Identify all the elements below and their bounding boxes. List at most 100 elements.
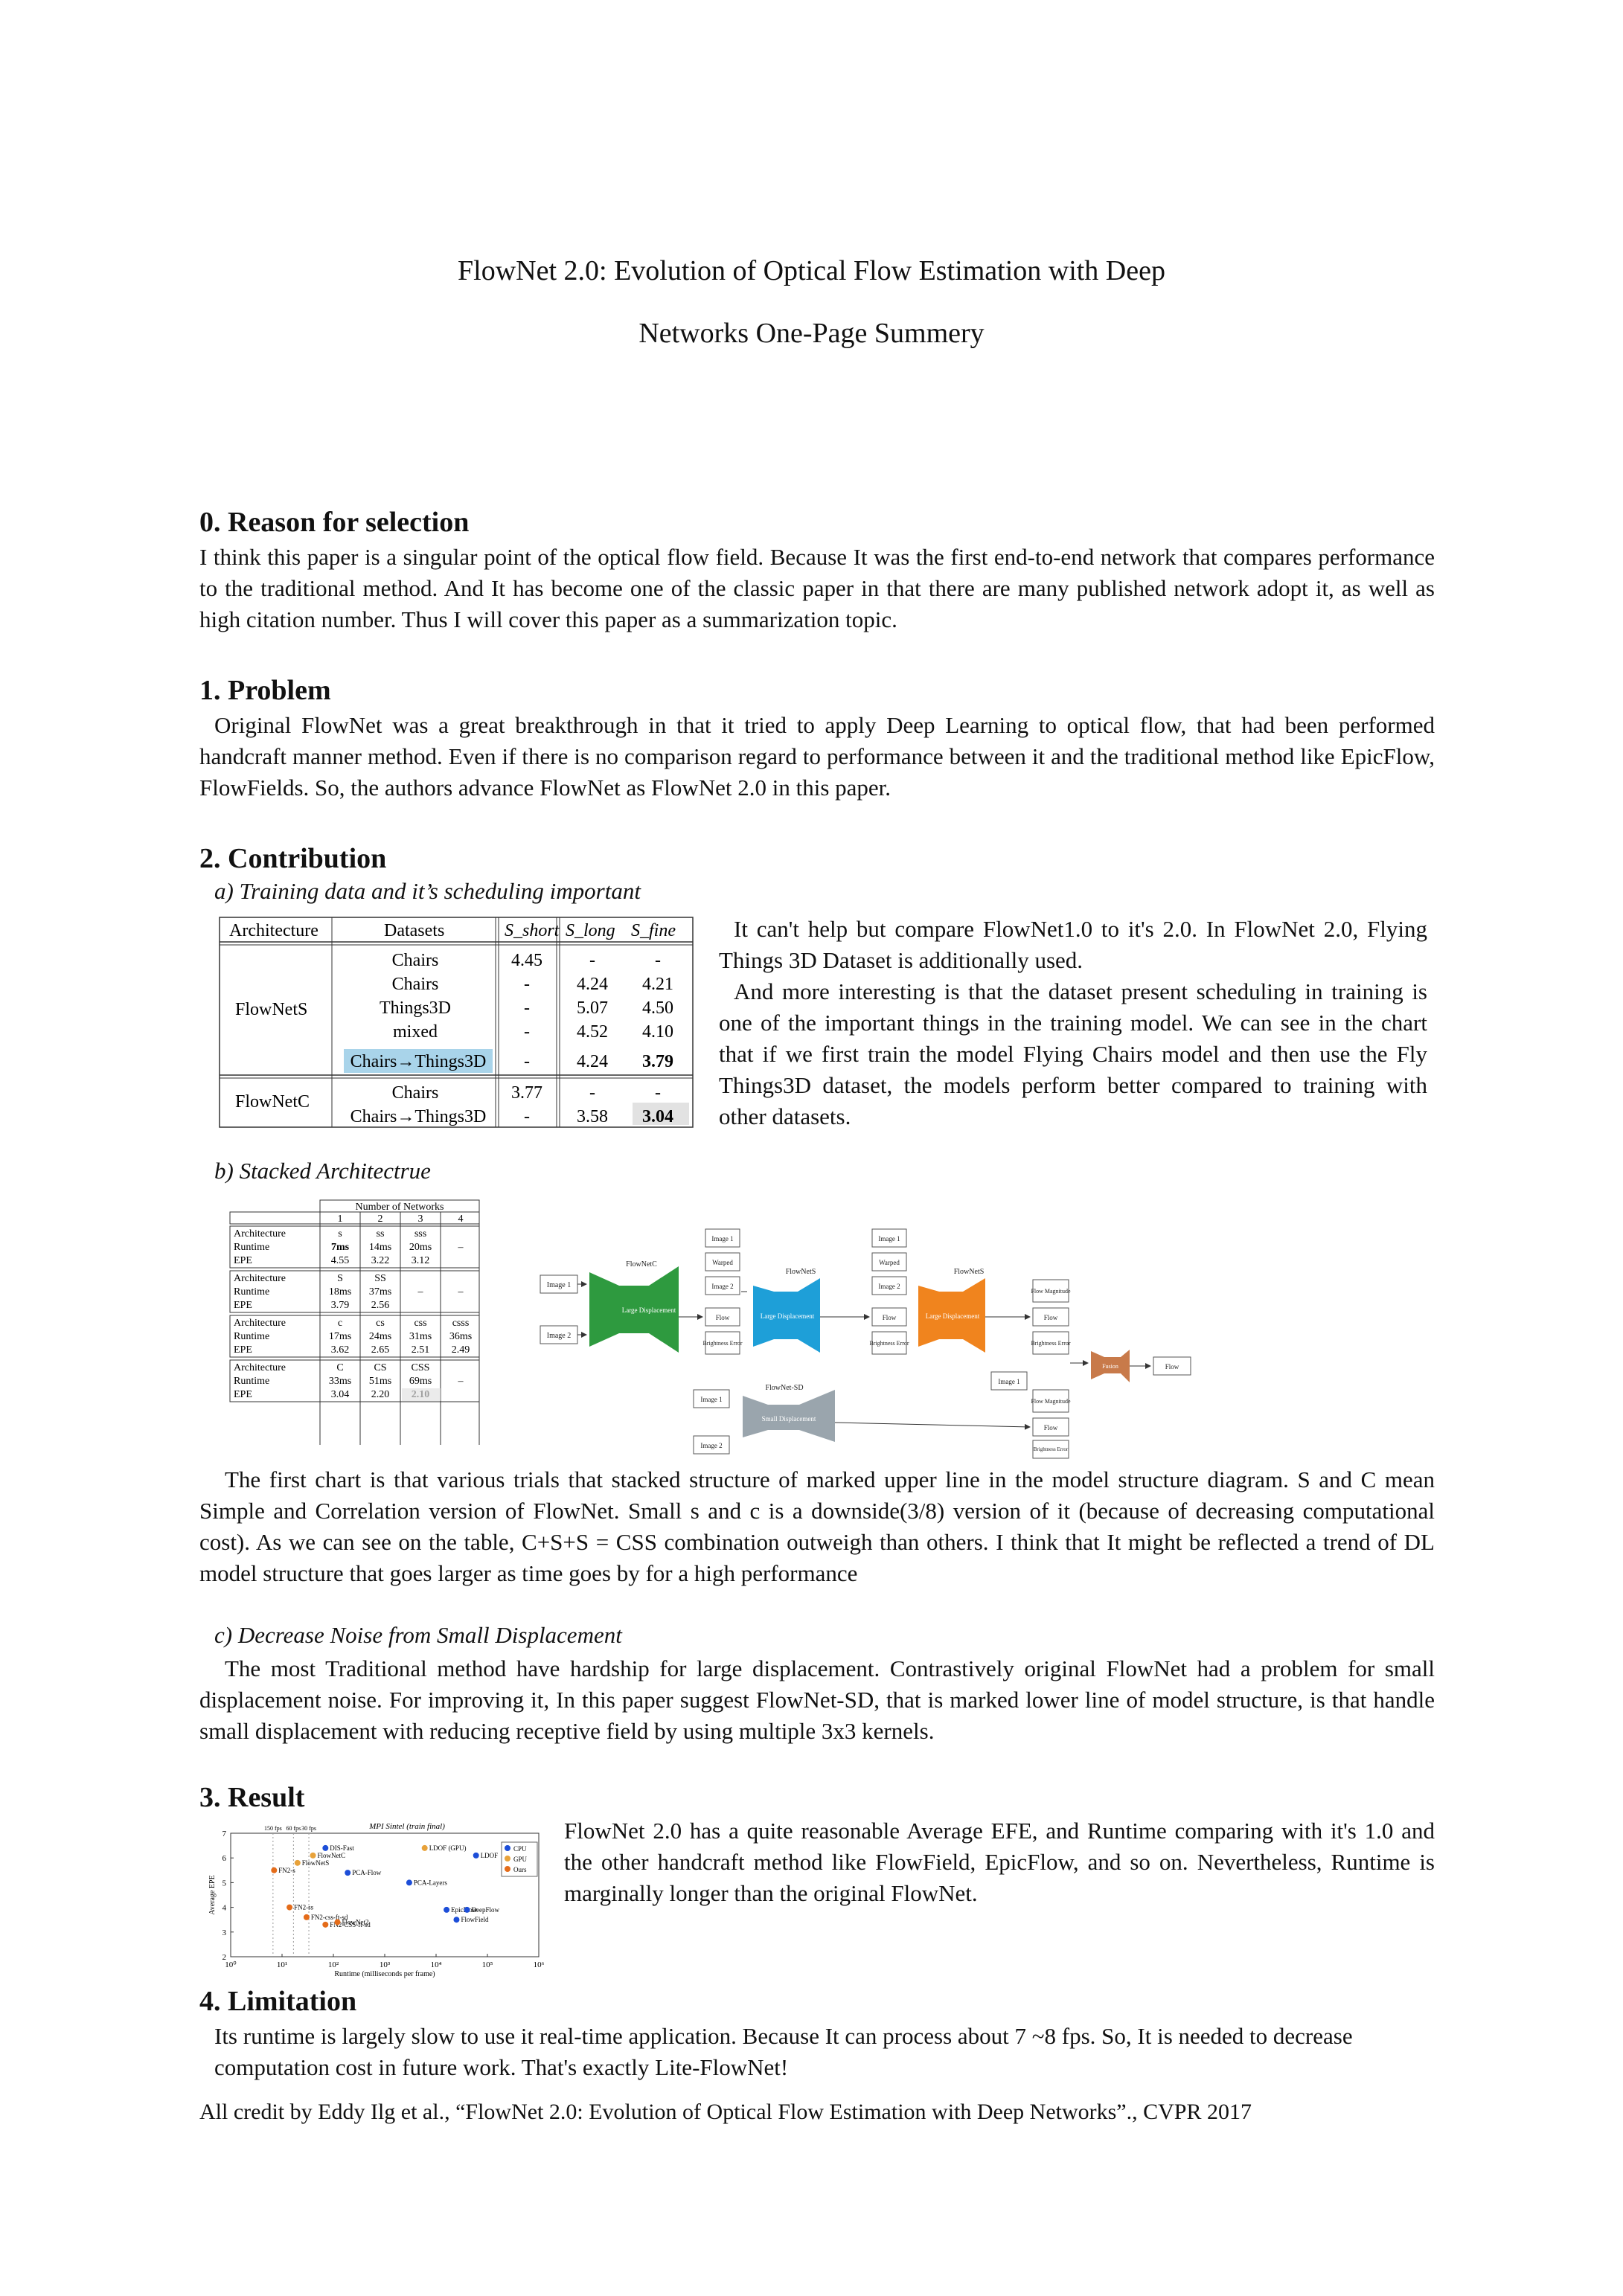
- table-b-group: [229, 1359, 480, 1402]
- flownets-block-label-2: Large Displacement: [926, 1312, 980, 1320]
- cell: 4.24: [577, 975, 608, 994]
- table-b-cell: 33ms: [329, 1376, 351, 1387]
- th-slong: S_long: [566, 921, 615, 940]
- section-4-text: Its runtime is largely slow to use it re…: [214, 2023, 1353, 2080]
- flownetc-block-label: Large Displacement: [622, 1306, 676, 1314]
- chart-legend-marker: [505, 1866, 510, 1872]
- flownets-block-1: [753, 1278, 820, 1353]
- chart-point: [286, 1904, 293, 1911]
- cell: 4.24: [577, 1052, 608, 1071]
- table-b-col-header: 4: [458, 1213, 464, 1225]
- col3-flowmag: Flow Magnitude: [1031, 1288, 1071, 1295]
- section-2-heading: 2. Contribution: [199, 843, 387, 874]
- page-title: FlowNet 2.0: Evolution of Optical Flow E…: [0, 240, 1623, 365]
- chart-point-label: FN2-s: [278, 1867, 295, 1874]
- flownetsd-block: [743, 1390, 835, 1442]
- chart-point: [444, 1906, 450, 1913]
- cell: 4.52: [577, 1022, 608, 1042]
- table-b-cell: s: [338, 1228, 342, 1240]
- table-b-col-header: 1: [338, 1213, 343, 1225]
- col2-image2: Image 2: [878, 1283, 900, 1290]
- table-b-cell: 18ms: [329, 1286, 351, 1298]
- chart-legend-label: Ours: [513, 1866, 527, 1873]
- table-b-cell: CS: [374, 1362, 386, 1373]
- table-b-cell: 31ms: [409, 1331, 432, 1342]
- table-b-row-label: EPE: [234, 1344, 252, 1356]
- chart-point: [294, 1859, 301, 1866]
- table-b-cell: –: [458, 1242, 464, 1253]
- cell: mixed: [393, 1022, 438, 1042]
- chart-point-label: LDOF: [481, 1852, 499, 1859]
- cell: 4.45: [511, 951, 542, 970]
- result-chart-svg: MPI Sintel (train final) Runtime (millise…: [208, 1822, 545, 1978]
- result-chart: MPI Sintel (train final) Runtime (millise…: [205, 1815, 548, 1984]
- table-b-row-label: Architecture: [234, 1318, 286, 1329]
- row-label-flownetc: FlowNetC: [235, 1092, 310, 1112]
- subsection-a-text-1: It can't help but compare FlowNet1.0 to …: [719, 916, 1427, 973]
- chart-point-label: PCA-Flow: [352, 1869, 382, 1876]
- col1-image1: Image 1: [711, 1235, 733, 1242]
- cell: Chairs: [392, 1083, 439, 1103]
- chart-xtick: 10³: [380, 1960, 391, 1969]
- col2-flow: Flow: [883, 1314, 897, 1321]
- chart-legend-label: GPU: [513, 1856, 528, 1863]
- th-sfine: S_fine: [631, 921, 676, 940]
- table-b-cell: 3.04: [331, 1389, 350, 1400]
- section-3-text: FlowNet 2.0 has a quite reasonable Avera…: [564, 1818, 1435, 1906]
- table-b-cell: C: [336, 1362, 343, 1373]
- th-sshort: S_short: [505, 921, 560, 940]
- th-datasets: Datasets: [384, 921, 444, 940]
- col1-flow: Flow: [716, 1314, 730, 1321]
- chart-fps-label: 150 fps: [264, 1825, 282, 1832]
- chart-fps-label: 30 fps: [301, 1825, 316, 1832]
- cell: 3.79: [642, 1052, 673, 1071]
- chart-ylabel: Average EPE: [208, 1875, 217, 1914]
- table-b-group: [229, 1315, 480, 1358]
- subsection-a-title: a) Training data and it’s scheduling imp…: [214, 878, 641, 904]
- chart-point-label: FlowField: [461, 1916, 489, 1923]
- chart-point-label: FN2-CSS-ft-sd: [330, 1921, 371, 1928]
- col1-brightness: Brightness Error: [702, 1340, 742, 1347]
- table-b-row-label: EPE: [234, 1300, 252, 1311]
- cell: Chairs: [392, 975, 439, 994]
- flownetsd-block-label: Small Displacement: [762, 1415, 816, 1423]
- cell: -: [589, 1083, 595, 1103]
- table-b-cell: css: [414, 1318, 426, 1329]
- table-b-row-label: Architecture: [234, 1362, 286, 1373]
- chart-legend-marker: [505, 1845, 510, 1851]
- cell: 5.07: [577, 998, 608, 1018]
- chart-point: [322, 1921, 329, 1928]
- table-b-cell: 51ms: [369, 1376, 391, 1387]
- chart-point-label: FlowNetC: [318, 1852, 346, 1859]
- flownetc-label: FlowNetC: [626, 1260, 657, 1269]
- title-line-2: Networks One-Page Summery: [638, 318, 985, 349]
- section-1-text: Original FlowNet was a great breakthroug…: [199, 712, 1435, 801]
- table-b-cell: 36ms: [449, 1331, 472, 1342]
- architecture-diagram: Image 1 Image 2 FlowNetC Large Displacem…: [537, 1214, 1207, 1463]
- col2-warped: Warped: [879, 1259, 900, 1266]
- cell: -: [524, 998, 530, 1018]
- col1-image2: Image 2: [711, 1283, 733, 1290]
- chart-xtick: 10⁶: [534, 1960, 545, 1969]
- sd-flow: Flow: [1044, 1424, 1058, 1431]
- section-4-heading: 4. Limitation: [199, 1986, 357, 2017]
- sd-right-image1: Image 1: [998, 1378, 1019, 1385]
- chart-xtick: 10⁰: [225, 1960, 237, 1969]
- chart-point-label: LDOF (GPU): [429, 1844, 467, 1852]
- chart-point: [322, 1844, 329, 1851]
- chart-point: [334, 1919, 341, 1925]
- table-b-cell: 14ms: [369, 1242, 391, 1253]
- cell: -: [655, 1083, 661, 1103]
- output-flow: Flow: [1165, 1363, 1179, 1370]
- chart-xtick: 10⁵: [482, 1960, 493, 1969]
- table-b-cell: 4.55: [331, 1255, 350, 1266]
- chart-point: [453, 1917, 460, 1923]
- flownets-label-2: FlowNetS: [954, 1268, 985, 1276]
- table-b-cell: csss: [452, 1318, 470, 1329]
- table-b-cell: CSS: [412, 1362, 430, 1373]
- section-3-heading: 3. Result: [199, 1782, 305, 1813]
- table-b-cell: 3.12: [412, 1255, 430, 1266]
- table-b-row-label: Runtime: [234, 1331, 269, 1342]
- flownets-block-2: [918, 1278, 985, 1353]
- chart-xtick: 10¹: [277, 1960, 287, 1969]
